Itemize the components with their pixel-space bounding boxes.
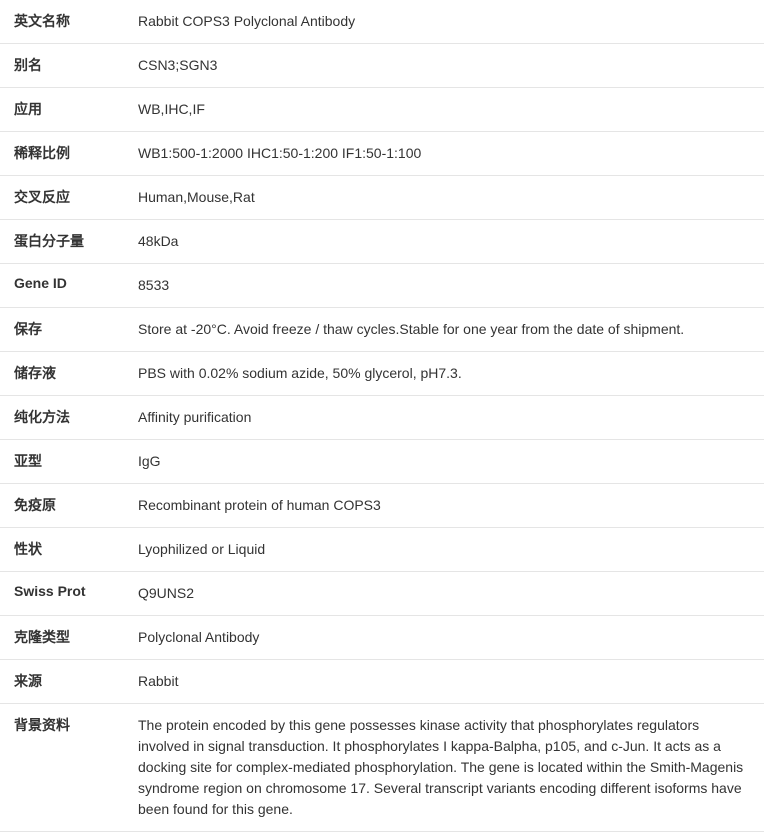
spec-value: Rabbit COPS3 Polyclonal Antibody: [130, 0, 764, 44]
table-row: 稀释比例WB1:500-1:2000 IHC1:50-1:200 IF1:50-…: [0, 132, 764, 176]
table-row: 克隆类型Polyclonal Antibody: [0, 616, 764, 660]
spec-value: The protein encoded by this gene possess…: [130, 704, 764, 832]
spec-value: Store at -20°C. Avoid freeze / thaw cycl…: [130, 308, 764, 352]
spec-value: 8533: [130, 264, 764, 308]
spec-label: 免疫原: [0, 484, 130, 528]
spec-value: Affinity purification: [130, 396, 764, 440]
spec-value: Q9UNS2: [130, 572, 764, 616]
spec-label: 亚型: [0, 440, 130, 484]
spec-label: Swiss Prot: [0, 572, 130, 616]
spec-label: 蛋白分子量: [0, 220, 130, 264]
spec-label: 稀释比例: [0, 132, 130, 176]
table-row: 交叉反应Human,Mouse,Rat: [0, 176, 764, 220]
spec-label: 保存: [0, 308, 130, 352]
spec-label: Gene ID: [0, 264, 130, 308]
table-row: 别名CSN3;SGN3: [0, 44, 764, 88]
spec-table-body: 英文名称Rabbit COPS3 Polyclonal Antibody别名CS…: [0, 0, 764, 832]
spec-label: 别名: [0, 44, 130, 88]
table-row: 免疫原Recombinant protein of human COPS3: [0, 484, 764, 528]
table-row: 亚型IgG: [0, 440, 764, 484]
table-row: 蛋白分子量48kDa: [0, 220, 764, 264]
spec-label: 应用: [0, 88, 130, 132]
spec-value: 48kDa: [130, 220, 764, 264]
table-row: 来源Rabbit: [0, 660, 764, 704]
spec-label: 英文名称: [0, 0, 130, 44]
table-row: 英文名称Rabbit COPS3 Polyclonal Antibody: [0, 0, 764, 44]
spec-label: 性状: [0, 528, 130, 572]
table-row: Gene ID8533: [0, 264, 764, 308]
table-row: 储存液PBS with 0.02% sodium azide, 50% glyc…: [0, 352, 764, 396]
spec-label: 克隆类型: [0, 616, 130, 660]
spec-label: 来源: [0, 660, 130, 704]
spec-value: Recombinant protein of human COPS3: [130, 484, 764, 528]
table-row: 纯化方法Affinity purification: [0, 396, 764, 440]
table-row: Swiss ProtQ9UNS2: [0, 572, 764, 616]
table-row: 保存Store at -20°C. Avoid freeze / thaw cy…: [0, 308, 764, 352]
spec-value: WB,IHC,IF: [130, 88, 764, 132]
spec-label: 背景资料: [0, 704, 130, 832]
spec-value: WB1:500-1:2000 IHC1:50-1:200 IF1:50-1:10…: [130, 132, 764, 176]
spec-value: IgG: [130, 440, 764, 484]
table-row: 性状Lyophilized or Liquid: [0, 528, 764, 572]
spec-value: Human,Mouse,Rat: [130, 176, 764, 220]
table-row: 背景资料The protein encoded by this gene pos…: [0, 704, 764, 832]
spec-table: 英文名称Rabbit COPS3 Polyclonal Antibody别名CS…: [0, 0, 764, 832]
spec-label: 纯化方法: [0, 396, 130, 440]
spec-label: 交叉反应: [0, 176, 130, 220]
spec-value: PBS with 0.02% sodium azide, 50% glycero…: [130, 352, 764, 396]
spec-value: CSN3;SGN3: [130, 44, 764, 88]
table-row: 应用WB,IHC,IF: [0, 88, 764, 132]
spec-value: Polyclonal Antibody: [130, 616, 764, 660]
spec-label: 储存液: [0, 352, 130, 396]
spec-value: Rabbit: [130, 660, 764, 704]
spec-value: Lyophilized or Liquid: [130, 528, 764, 572]
